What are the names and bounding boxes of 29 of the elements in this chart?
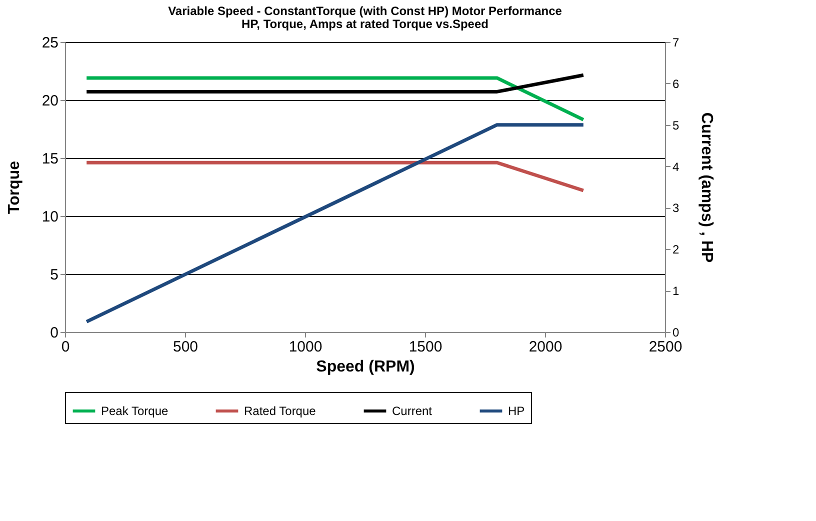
y-tick-label: 10 — [42, 208, 58, 226]
legend-label: Current — [392, 404, 433, 418]
x-tick-label: 1000 — [288, 338, 322, 356]
y2-tick-label: 6 — [672, 76, 680, 91]
y2-tick-label: 3 — [672, 201, 680, 216]
legend-label: HP — [508, 404, 525, 418]
legend-label: Rated Torque — [244, 404, 316, 418]
y2-tick-label: 4 — [672, 160, 680, 174]
y-tick-label: 20 — [42, 92, 58, 110]
y-tick-label: 25 — [42, 34, 58, 52]
x-tick-label: 500 — [172, 338, 198, 356]
x-tick-label: 1500 — [408, 338, 442, 356]
x-axis-title: Speed (RPM) — [316, 358, 415, 376]
y2-tick-label: 0 — [672, 326, 680, 340]
y-axis-title: Torque — [6, 160, 23, 214]
y2-tick-label: 1 — [672, 284, 680, 298]
y2-tick-label: 5 — [672, 118, 680, 132]
y2-tick-label: 2 — [672, 242, 680, 257]
x-tick-label: 0 — [61, 338, 70, 356]
chart-subtitle: HP, Torque, Amps at rated Torque vs.Speed — [242, 17, 488, 31]
x-tick-label: 2500 — [648, 338, 682, 356]
chart-title: Variable Speed - ConstantTorque (with Const HP) Motor Performance — [168, 4, 562, 18]
y-tick-label: 0 — [50, 324, 58, 342]
x-tick-label: 2000 — [528, 338, 562, 356]
y-tick-label: 5 — [50, 266, 58, 284]
y-tick-label: 15 — [42, 150, 58, 168]
legend-label: Peak Torque — [101, 404, 168, 418]
y2-tick-label: 7 — [672, 36, 680, 50]
y2-axis-title: Current (amps) , HP — [698, 112, 716, 263]
